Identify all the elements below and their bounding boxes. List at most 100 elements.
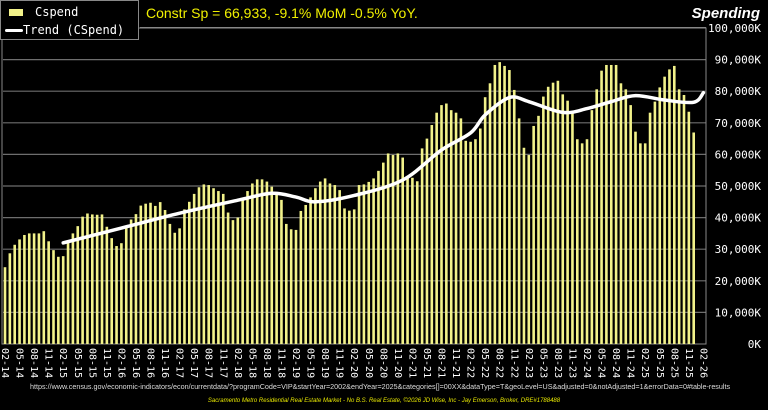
x-tick-label: 05-22: [479, 348, 490, 378]
legend-label-cspend: Cspend: [35, 5, 79, 19]
x-tick-label: 05-15: [72, 348, 83, 378]
x-tick-label: 02-15: [57, 348, 68, 378]
bar: [634, 131, 637, 344]
y-tick-label: 100,000K: [708, 22, 761, 35]
bar: [328, 183, 332, 344]
x-tick-label: 11-18: [275, 348, 286, 378]
bar: [352, 209, 356, 344]
x-tick-label: 08-16: [145, 348, 156, 378]
bar: [673, 65, 676, 345]
x-tick-label: 02-23: [523, 348, 534, 378]
x-tick-label: 08-20: [377, 348, 388, 378]
y-tick-label: 50,000K: [715, 180, 762, 193]
bar: [299, 210, 303, 344]
bar: [270, 186, 274, 344]
x-tick-label: 05-21: [421, 348, 432, 378]
bar: [532, 125, 535, 345]
bar: [314, 188, 317, 344]
bar: [149, 202, 152, 344]
bar: [479, 128, 482, 344]
x-tick-label: 11-22: [508, 348, 519, 378]
bar: [139, 205, 143, 344]
x-tick-label: 02-22: [465, 348, 476, 378]
bar: [590, 110, 594, 344]
bar: [134, 214, 138, 344]
bar: [163, 210, 167, 344]
legend-item-trend: Trend (CSpend): [5, 23, 124, 37]
bar: [464, 140, 468, 344]
bar: [47, 241, 50, 344]
bar: [517, 118, 521, 344]
bar: [571, 113, 574, 344]
bar: [396, 153, 400, 344]
x-tick-label: 11-19: [334, 348, 345, 378]
bar: [445, 103, 448, 344]
x-tick-label: 11-23: [566, 348, 577, 378]
bar: [207, 185, 210, 344]
bar: [76, 226, 80, 344]
bar: [420, 148, 424, 344]
x-tick-label: 11-24: [625, 348, 636, 378]
bar: [217, 191, 220, 344]
bar: [508, 70, 511, 344]
bar: [503, 65, 506, 345]
bar: [425, 138, 429, 344]
bar: [260, 179, 264, 344]
x-tick-label: 05-19: [305, 348, 316, 378]
bar: [265, 181, 269, 344]
bar: [23, 234, 26, 344]
x-tick-label: 11-16: [159, 348, 170, 378]
legend-label-trend: Trend (CSpend): [23, 23, 125, 37]
x-tick-label: 11-17: [217, 348, 228, 378]
bar: [246, 191, 249, 344]
bar: [154, 205, 157, 344]
bar: [474, 139, 477, 344]
y-tick-label: 90,000K: [715, 54, 762, 67]
bar: [687, 111, 691, 345]
bar: [566, 100, 569, 345]
bar: [120, 243, 123, 344]
bar: [677, 89, 681, 344]
y-tick-label: 70,000K: [715, 117, 762, 130]
bar: [8, 253, 12, 344]
bar: [61, 256, 65, 344]
bar: [469, 141, 472, 344]
x-tick-label: 02-26: [697, 348, 708, 378]
x-tick-label: 11-15: [101, 348, 112, 378]
x-tick-label: 08-18: [261, 348, 272, 378]
bar: [653, 101, 657, 345]
bar: [226, 212, 230, 344]
legend-item-cspend: Cspend: [9, 5, 78, 19]
bar: [391, 155, 395, 344]
trend-line: [61, 91, 706, 245]
x-tick-label: 05-24: [596, 348, 607, 378]
bar: [231, 220, 235, 344]
legend-swatch-bar: [9, 9, 23, 16]
y-tick-label: 30,000K: [715, 243, 762, 256]
bar: [323, 178, 327, 344]
bar: [576, 139, 579, 344]
bar: [629, 105, 632, 344]
x-tick-label: 05-23: [537, 348, 548, 378]
bar: [105, 226, 109, 344]
x-tick-label: 11-20: [392, 348, 403, 378]
chart-title: Spending: [691, 5, 760, 22]
bar: [32, 233, 36, 344]
bar: [3, 267, 7, 344]
bar: [454, 112, 458, 344]
y-tick-label: 20,000K: [715, 275, 762, 288]
bar: [595, 89, 598, 344]
source-url[interactable]: https://www.census.gov/economic-indicato…: [30, 382, 731, 391]
x-tick-label: 08-22: [494, 348, 505, 378]
bar: [377, 170, 380, 344]
bar: [600, 70, 603, 344]
headline-text: Constr Sp = 66,933, -9.1% MoM -0.5% YoY.: [146, 5, 418, 21]
bar: [692, 132, 695, 344]
legend: Cspend Trend (CSpend): [0, 0, 139, 40]
bar: [619, 83, 623, 345]
bar: [343, 208, 346, 344]
bar: [309, 197, 312, 344]
bar: [605, 64, 608, 345]
y-tick-label: 40,000K: [715, 212, 762, 225]
